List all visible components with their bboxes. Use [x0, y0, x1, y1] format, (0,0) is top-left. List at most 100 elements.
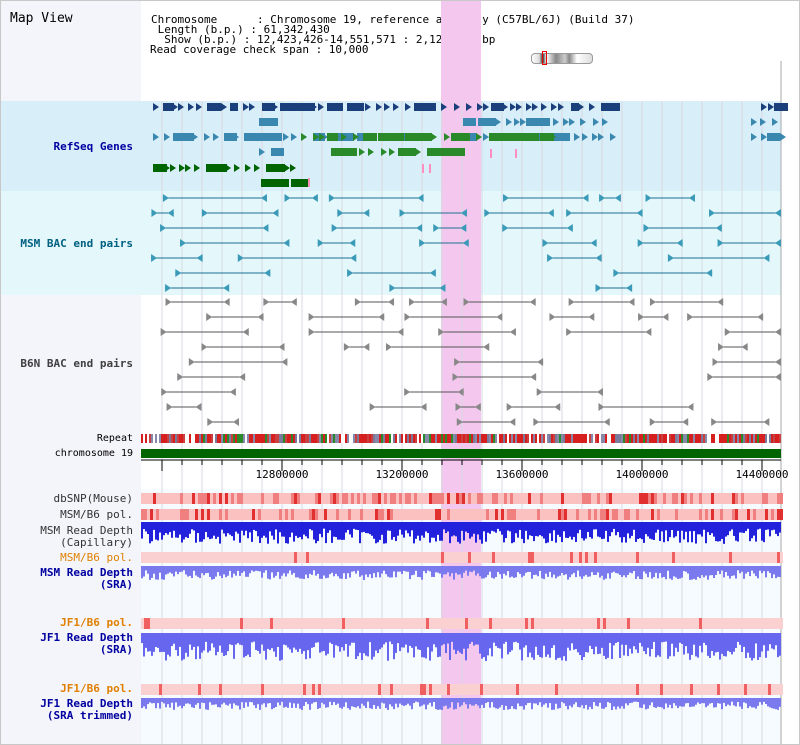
depth-bar — [677, 522, 679, 531]
gene-block — [451, 133, 470, 141]
repeat-segment — [191, 434, 193, 443]
depth-bar — [649, 633, 651, 657]
repeat-segment — [719, 434, 721, 443]
heat-cell — [198, 493, 201, 504]
heat-cell — [678, 493, 681, 504]
heat-cell — [150, 684, 153, 695]
depth-bar — [375, 566, 377, 578]
depth-bar — [639, 633, 641, 643]
repeat-segment — [343, 434, 345, 443]
heat-cell — [717, 684, 720, 695]
gene-arrow — [520, 118, 526, 126]
gene-block — [291, 179, 309, 187]
depth-bar — [715, 698, 717, 708]
heat-cell — [216, 552, 219, 563]
bac-end — [537, 358, 544, 366]
repeat-segment — [667, 434, 669, 443]
heat-cell — [213, 493, 216, 504]
depth-bar — [445, 566, 447, 575]
heat-cell — [534, 618, 537, 629]
repeat-segment — [317, 434, 319, 443]
heat-cell — [453, 684, 456, 695]
ideogram-position-marker[interactable] — [542, 51, 547, 65]
depth-bar — [523, 698, 525, 710]
depth-bar — [151, 522, 153, 542]
gene-block — [491, 103, 504, 111]
depth-bar — [527, 522, 529, 540]
repeat-segment — [579, 434, 581, 443]
heat-cell — [375, 493, 378, 504]
gene-arrow — [153, 133, 159, 141]
heat-cell — [726, 552, 729, 563]
heat-cell — [486, 552, 489, 563]
depth-bar — [397, 522, 399, 536]
repeat-segment — [425, 434, 427, 443]
repeat-segment — [643, 434, 645, 443]
depth-bar — [543, 522, 545, 539]
depth-bar — [721, 522, 723, 539]
depth-bar — [311, 633, 313, 648]
gene-arrow — [760, 118, 766, 126]
depth-bar — [355, 633, 357, 660]
depth-bar — [575, 698, 577, 703]
depth-bar — [171, 698, 173, 703]
heat-cell — [552, 684, 555, 695]
heat-cell — [531, 509, 534, 520]
heat-cell — [348, 552, 351, 563]
depth-bar — [681, 566, 683, 578]
heat-cell — [684, 509, 687, 520]
depth-bar — [141, 633, 143, 644]
repeat-segment — [391, 434, 393, 443]
depth-bar — [231, 698, 233, 709]
repeat-segment — [609, 434, 611, 443]
heat-cell — [375, 509, 378, 520]
repeat-segment — [611, 434, 613, 443]
depth-bar — [563, 633, 565, 657]
gene-arrow — [353, 133, 359, 141]
depth-bar — [381, 566, 383, 574]
depth-bar — [505, 522, 507, 539]
repeat-segment — [523, 434, 525, 443]
depth-bar — [741, 566, 743, 572]
depth-bar — [657, 698, 659, 707]
heat-cell — [471, 618, 474, 629]
heat-cell — [624, 618, 627, 629]
chromosome-ideogram[interactable] — [531, 53, 593, 64]
heat-cell — [396, 684, 399, 695]
heat-cell — [441, 684, 444, 695]
gene-block — [206, 164, 227, 172]
gene-block — [540, 133, 554, 141]
repeat-segment — [707, 434, 709, 443]
heat-cell — [552, 552, 555, 563]
heat-cell — [333, 493, 336, 504]
repeat-segment — [221, 434, 223, 443]
depth-bar — [221, 566, 223, 579]
repeat-segment — [169, 434, 171, 443]
repeat-segment — [149, 434, 151, 443]
heat-cell — [561, 493, 564, 504]
depth-bar — [397, 698, 399, 708]
depth-bar — [499, 522, 501, 532]
heat-cell — [504, 552, 507, 563]
depth-bar — [183, 698, 185, 707]
depth-bar — [583, 698, 585, 709]
repeat-segment — [453, 434, 455, 443]
repeat-segment — [297, 434, 299, 443]
heat-cell — [294, 684, 297, 695]
depth-bar — [373, 633, 375, 657]
heat-cell — [531, 493, 534, 504]
repeat-segment — [465, 434, 467, 443]
heat-cell — [672, 509, 675, 520]
depth-bar — [447, 633, 449, 644]
bac-end — [484, 209, 491, 217]
depth-bar — [237, 698, 239, 706]
bac-end — [588, 313, 595, 321]
gene-arrow — [254, 164, 260, 172]
gene-block — [571, 103, 579, 111]
repeat-segment — [477, 434, 479, 443]
depth-bar — [703, 566, 705, 578]
depth-bar — [549, 633, 551, 658]
depth-bar — [499, 698, 501, 708]
depth-bar — [731, 566, 733, 576]
